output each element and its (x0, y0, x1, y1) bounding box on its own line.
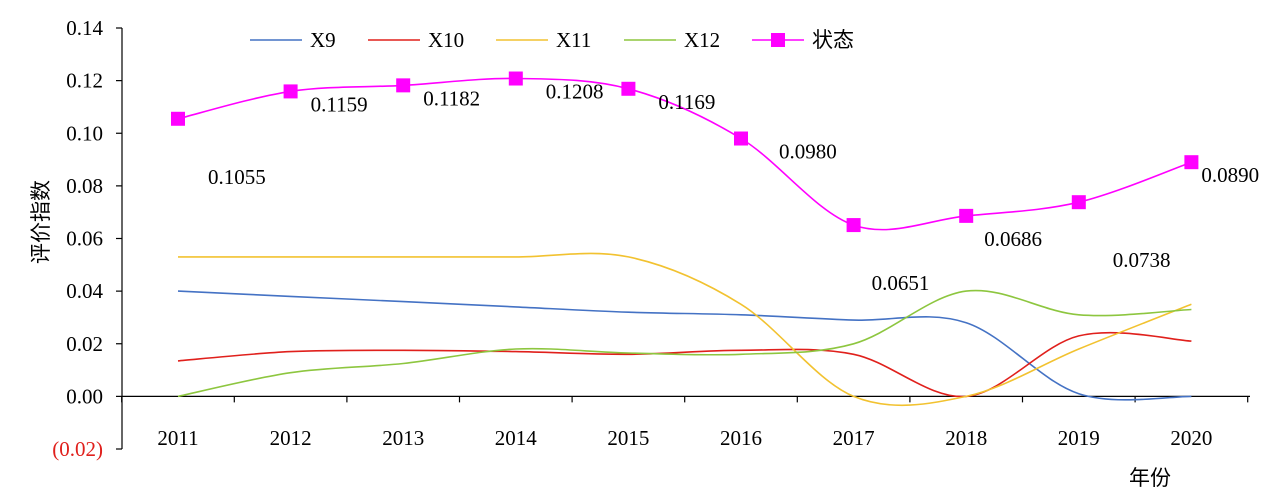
legend-label: X11 (556, 28, 591, 52)
y-tick-label: 0.08 (66, 174, 103, 198)
series-markers (171, 71, 1199, 233)
data-point-marker (959, 208, 974, 223)
data-point-marker (1071, 195, 1086, 210)
series-line-2 (177, 331, 1192, 398)
x-tick-label: 2019 (1058, 426, 1100, 450)
data-label: 0.1159 (311, 92, 368, 116)
series-line-3 (178, 252, 1192, 407)
data-label: 0.0651 (872, 271, 930, 295)
legend-label: 状态 (812, 28, 854, 52)
x-tick-label: 2013 (382, 426, 424, 450)
data-point-marker (171, 111, 185, 126)
data-point-marker (396, 78, 411, 93)
series-lines (177, 77, 1192, 407)
legend: X9 X10 X11 X12 状态 (250, 28, 854, 52)
data-label: 0.0686 (984, 227, 1042, 251)
data-label: 0.0890 (1201, 163, 1259, 187)
x-tick-label: 2017 (833, 426, 875, 450)
x-tick-label: 2012 (270, 426, 312, 450)
data-label: 0.0738 (1113, 248, 1171, 272)
legend-label: X12 (684, 28, 720, 52)
data-point-marker (734, 131, 748, 146)
series-line-4 (177, 289, 1192, 398)
data-label: 0.1208 (546, 80, 604, 104)
data-label: 0.1055 (208, 165, 266, 189)
x-axis-ticks: 2011 2012 2013 2014 2015 2016 2017 2018 2019 2020 (121, 396, 1249, 450)
y-tick-label: 0.14 (66, 16, 103, 40)
y-tick-label: 0.04 (66, 279, 103, 303)
x-tick-label: 2015 (607, 426, 649, 450)
x-axis-title: 年份 (1129, 466, 1171, 490)
data-point-marker (846, 218, 861, 233)
y-tick-label: 0.10 (66, 121, 103, 145)
y-tick-label: 0.00 (66, 384, 103, 408)
y-tick-label: 0.02 (66, 332, 103, 356)
series-line-1 (177, 290, 1192, 401)
legend-marker (771, 33, 785, 47)
data-label: 0.1169 (658, 90, 715, 114)
x-tick-label: 2018 (945, 426, 987, 450)
data-point-marker (283, 84, 298, 99)
data-point-marker (1184, 155, 1199, 170)
series-line-5 (177, 77, 1192, 231)
legend-label: X10 (428, 28, 464, 52)
data-label: 0.0980 (779, 140, 837, 164)
x-tick-label: 2014 (495, 426, 538, 450)
y-axis-ticks: 0.14 0.12 0.10 0.08 0.06 0.04 0.02 0.00 (0.02) (52, 16, 122, 461)
x-tick-label: 2016 (720, 426, 762, 450)
data-point-marker (508, 71, 523, 86)
y-tick-label: 0.06 (66, 227, 103, 251)
data-point-marker (621, 81, 636, 96)
x-tick-label: 2011 (157, 426, 198, 450)
x-tick-label: 2020 (1170, 426, 1212, 450)
y-axis-title: 评价指数 (29, 180, 53, 264)
data-labels: 0.1055 0.1159 0.1182 0.1208 0.1169 0.0980 0.06… (208, 80, 1259, 296)
data-label: 0.1182 (423, 86, 480, 110)
legend-label: X9 (310, 28, 336, 52)
y-tick-label: (0.02) (52, 437, 103, 461)
y-tick-label: 0.12 (66, 69, 103, 93)
